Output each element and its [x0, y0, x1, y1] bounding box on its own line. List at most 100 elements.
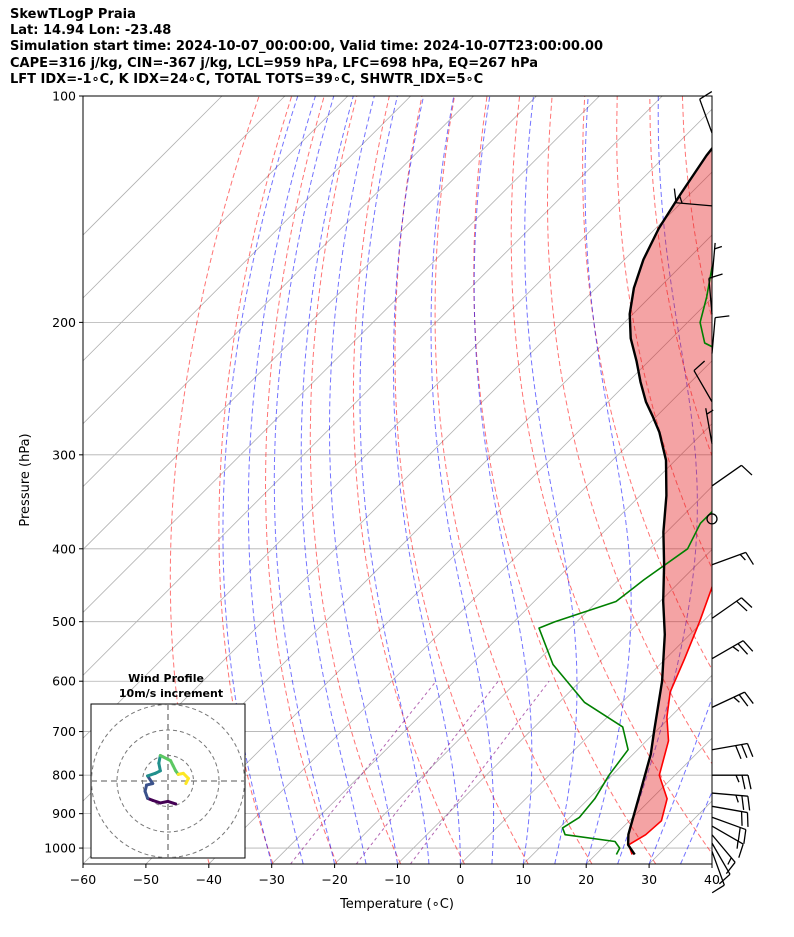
barb-feather: [732, 646, 740, 652]
dry-adiabat: [218, 96, 293, 864]
moist-adiabat: [524, 96, 578, 864]
mixing-ratio-line: [355, 680, 499, 864]
barb-feather: [699, 91, 713, 100]
barb-feather: [727, 857, 732, 865]
isotherm-gridline: [83, 108, 712, 739]
y-tick-label: 500: [52, 614, 76, 629]
barb-shaft: [708, 278, 713, 315]
isotherm-gridline: [83, 96, 600, 613]
barb-feather: [746, 743, 754, 757]
dry-adiabat: [510, 96, 712, 855]
barb-feather: [679, 195, 683, 204]
isotherm-gridline: [83, 96, 663, 676]
sounding-profiles: [538, 146, 712, 856]
barb-feather: [735, 745, 742, 760]
barb-shaft: [711, 742, 748, 751]
mixing-ratio-line: [290, 680, 437, 864]
barb-feather: [715, 315, 730, 319]
y-tick-label: 600: [52, 674, 76, 689]
barb-feather: [742, 640, 754, 652]
wind-barb: [711, 464, 753, 487]
barb-feather: [745, 552, 754, 565]
barb-feather: [737, 827, 741, 842]
barb-feather: [743, 829, 747, 844]
moist-adiabat: [680, 790, 712, 864]
wind-barb: [705, 408, 714, 444]
barb-feather: [735, 774, 740, 783]
barb-feather: [741, 775, 746, 790]
guide-lines: [83, 96, 794, 864]
wind-barb: [711, 551, 754, 566]
barb-feather: [693, 360, 706, 372]
x-axis-label: Temperature (∘C): [339, 897, 454, 912]
dry-adiabat: [715, 96, 794, 864]
chart-title: SkewTLogP Praia: [10, 7, 136, 22]
barb-feather: [714, 245, 723, 250]
isotherm-gridline: [334, 486, 712, 864]
barb-shaft: [711, 842, 731, 875]
barb-feather: [735, 794, 739, 803]
barb-feather: [706, 409, 714, 415]
dry-adiabat: [264, 96, 338, 864]
parcel-line: [626, 146, 712, 856]
moist-adiabat: [359, 96, 430, 864]
wind-barb: [699, 91, 713, 134]
moist-adiabat: [222, 96, 299, 864]
y-tick-label: 200: [52, 315, 76, 330]
x-tick-label: −40: [196, 872, 222, 887]
y-tick-label: 300: [52, 447, 76, 462]
time-line: Simulation start time: 2024-10-07_00:00:…: [10, 39, 603, 55]
x-tick-label: 20: [578, 872, 594, 887]
barb-feather: [740, 744, 748, 759]
isotherm-gridline: [397, 548, 712, 864]
wind-barb: [711, 742, 754, 760]
barb-feather: [744, 691, 754, 704]
isotherm-gridline: [460, 611, 712, 864]
x-tick-label: 40: [704, 872, 720, 887]
dry-adiabat: [780, 96, 794, 864]
barb-feather: [739, 554, 746, 561]
wind-barb: [708, 273, 723, 315]
moist-adiabat: [584, 96, 632, 864]
wind-barb: [712, 774, 752, 790]
dry-adiabat: [352, 96, 465, 864]
chart-header: SkewTLogP Praia Lat: 14.94 Lon: -23.48 S…: [10, 7, 603, 88]
isotherm-gridline: [271, 423, 712, 864]
y-tick-label: 700: [52, 724, 76, 739]
wind-barbs: [673, 91, 754, 894]
x-axis: −60 −50 −40 −30 −20 −10 0 10 20 30 40: [70, 864, 720, 887]
isotherm-gridline: [83, 96, 286, 299]
barb-feather: [741, 597, 753, 608]
barb-feather: [708, 273, 723, 279]
wind-barb: [711, 597, 753, 619]
isotherm-gridline: [523, 674, 712, 864]
barb-shaft: [711, 464, 742, 487]
barb-feather: [736, 600, 748, 612]
cin-area: [628, 148, 712, 847]
x-tick-label: 0: [456, 872, 464, 887]
isotherm-gridline: [145, 297, 712, 864]
barb-feather: [737, 643, 749, 655]
moist-adiabat: [329, 96, 398, 864]
dry-adiabat: [309, 96, 402, 864]
moist-adiabat: [473, 96, 533, 864]
barb-feather: [718, 873, 731, 885]
moist-adiabat: [648, 696, 712, 864]
barb-feather: [738, 843, 744, 858]
y-tick-label: 900: [52, 806, 76, 821]
barb-shaft: [711, 317, 716, 354]
y-axis-label: Pressure (hPa): [18, 433, 33, 526]
isotherm-gridline: [83, 96, 411, 425]
barb-feather: [725, 861, 736, 875]
isotherm-gridline: [83, 96, 223, 236]
x-tick-label: −50: [133, 872, 159, 887]
barb-feather: [747, 775, 752, 790]
x-tick-label: −20: [321, 872, 347, 887]
barb-shaft: [711, 851, 725, 886]
barb-shaft: [693, 370, 713, 403]
y-tick-label: 400: [52, 541, 76, 556]
moist-adiabat: [273, 96, 336, 864]
x-tick-label: 30: [641, 872, 657, 887]
wind-barb: [711, 816, 747, 844]
x-tick-label: 10: [515, 872, 531, 887]
